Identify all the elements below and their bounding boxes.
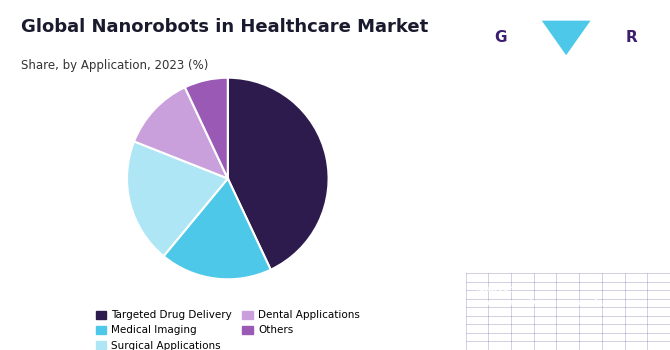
- Wedge shape: [228, 78, 328, 270]
- Wedge shape: [185, 78, 228, 178]
- FancyBboxPatch shape: [608, 21, 656, 55]
- Text: Source:
www.grandviewresearch.com: Source: www.grandviewresearch.com: [476, 285, 626, 307]
- Text: $6.8B: $6.8B: [519, 126, 617, 154]
- Wedge shape: [134, 87, 228, 178]
- Wedge shape: [127, 141, 228, 256]
- Polygon shape: [542, 21, 590, 55]
- Text: G: G: [494, 30, 507, 45]
- Text: GRAND VIEW RESEARCH: GRAND VIEW RESEARCH: [517, 68, 615, 74]
- Text: Global Market Size,
2023: Global Market Size, 2023: [511, 182, 625, 210]
- Text: R: R: [626, 30, 638, 45]
- Legend: Targeted Drug Delivery, Medical Imaging, Surgical Applications, Dental Applicati: Targeted Drug Delivery, Medical Imaging,…: [92, 306, 364, 350]
- Text: Global Nanorobots in Healthcare Market: Global Nanorobots in Healthcare Market: [21, 18, 428, 35]
- FancyBboxPatch shape: [476, 21, 525, 55]
- Text: Share, by Application, 2023 (%): Share, by Application, 2023 (%): [21, 60, 208, 72]
- Wedge shape: [163, 178, 271, 279]
